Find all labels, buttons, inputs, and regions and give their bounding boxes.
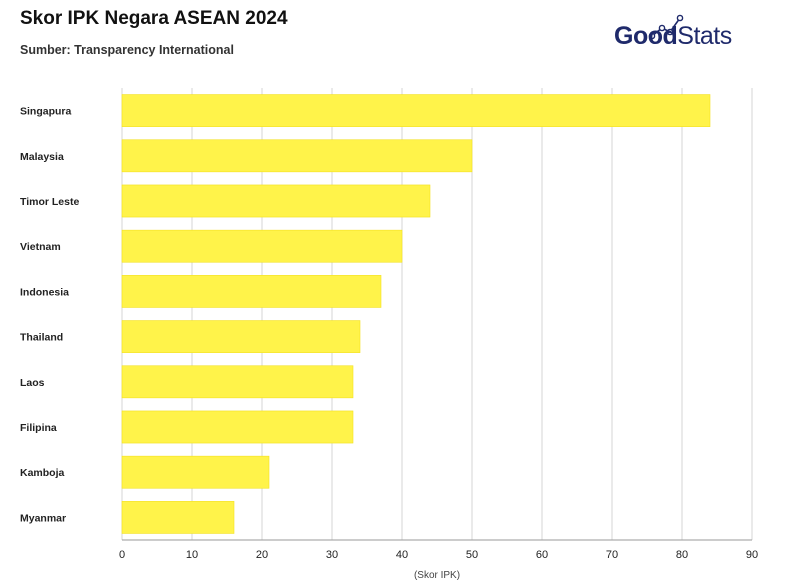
chart-title: Skor IPK Negara ASEAN 2024 [20,8,288,29]
x-tick-label: 0 [119,549,125,561]
x-tick-label: 90 [746,549,758,561]
bar [121,275,382,308]
category-label: Vietnam [20,241,61,253]
bar [121,229,403,263]
category-label: Singapura [20,106,72,118]
x-tick-label: 70 [606,549,618,561]
logo-text-stats: Stats [677,22,732,50]
goodstats-logo: GoodStats [614,10,754,50]
bar [121,410,354,444]
bar [121,455,270,489]
x-tick-labels: 0 10 20 30 40 50 60 70 80 90 [119,549,758,561]
x-tick-label: 30 [326,549,338,561]
bar [121,94,711,127]
category-label: Malaysia [20,151,64,163]
category-label: Laos [20,377,45,389]
bar [121,139,473,173]
x-tick-label: 50 [466,549,478,561]
x-tick-label: 80 [676,549,688,561]
bar [121,184,431,218]
category-label: Thailand [20,332,63,344]
category-label: Myanmar [20,512,66,524]
logo-chart-icon [648,14,684,40]
category-label: Timor Leste [20,196,79,208]
category-label: Filipina [20,422,57,434]
x-axis-title: (Skor IPK) [414,570,460,580]
chart-subtitle: Sumber: Transparency International [20,43,234,57]
x-tick-label: 60 [536,549,548,561]
category-labels: Singapura Malaysia Timor Leste Vietnam Indon… [20,106,79,525]
x-tick-label: 40 [396,549,408,561]
category-label: Kamboja [20,467,65,479]
x-tick-label: 10 [186,549,198,561]
x-tick-label: 20 [256,549,268,561]
logo-text-good: Good [614,22,678,50]
logo-text: GoodStats [614,22,732,51]
bar [121,320,361,353]
bars [121,94,711,534]
category-label: Indonesia [20,286,69,298]
bar [121,365,354,399]
bar [121,501,235,534]
